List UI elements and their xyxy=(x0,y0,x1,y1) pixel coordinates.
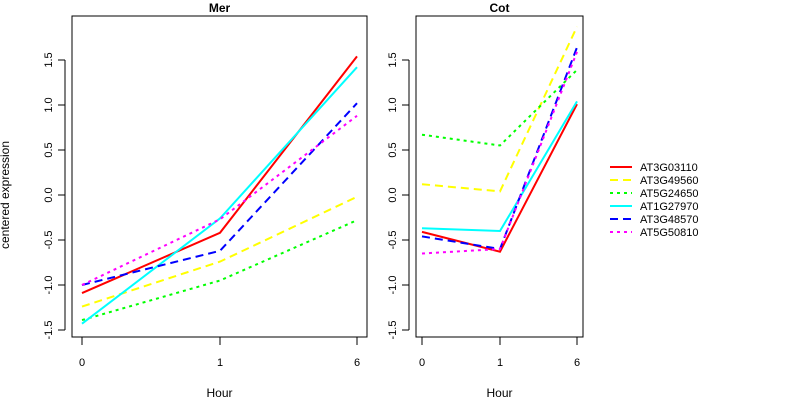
panel-cot: Cot -1.5 -1.0 -0.5 0.0 0.5 1.0 1.5 0 1 6 Hour xyxy=(387,1,584,400)
panel-mer: Mer -1.5 -1.0 -0.5 0.0 0.5 1.0 1.5 0 1 6 Hour xyxy=(43,1,368,400)
panels: Mer -1.5 -1.0 -0.5 0.0 0.5 1.0 1.5 0 1 6 Hour Cot -1.… xyxy=(43,1,584,400)
y-tick-label: 0.0 xyxy=(43,187,55,202)
series-line-at1g27970 xyxy=(81,66,358,325)
y-tick-label: -1.5 xyxy=(43,321,55,340)
plot-frame xyxy=(71,15,368,338)
y-tick-label: -1.5 xyxy=(387,321,399,340)
x-tick-label: 1 xyxy=(217,357,223,369)
series-line-at1g27970 xyxy=(421,100,578,233)
y-tick-label: -1.0 xyxy=(43,276,55,295)
x-tick-label: 6 xyxy=(574,357,580,369)
legend-item: AT3G48570 xyxy=(610,214,699,226)
legend-label: AT5G24650 xyxy=(640,188,699,200)
x-tick-label: 1 xyxy=(497,357,503,369)
series-line-at3g49560 xyxy=(81,195,358,308)
series-line-at3g49560 xyxy=(421,26,578,193)
y-tick-label: -0.5 xyxy=(43,231,55,250)
series-line-at3g48570 xyxy=(81,102,358,286)
series-line-at5g24650 xyxy=(81,219,358,322)
legend-item: AT3G49560 xyxy=(610,175,699,187)
y-tick-label: 1.0 xyxy=(43,97,55,112)
legend-item: AT3G03110 xyxy=(610,162,698,174)
legend: AT3G03110AT3G49560AT5G24650AT1G27970AT3G… xyxy=(610,162,699,239)
plot-frame xyxy=(415,15,584,338)
y-tick-label: 0.5 xyxy=(43,142,55,157)
panel-title: Cot xyxy=(490,1,510,15)
x-axis-label: Hour xyxy=(206,386,232,400)
legend-label: AT5G50810 xyxy=(640,227,699,239)
panel-title: Mer xyxy=(209,1,231,15)
x-tick-label: 0 xyxy=(419,357,425,369)
y-tick-label: 1.5 xyxy=(387,52,399,67)
y-tick-label: -1.0 xyxy=(387,276,399,295)
x-axis-label: Hour xyxy=(486,386,512,400)
y-tick-label: 0.0 xyxy=(387,187,399,202)
y-tick-label: 1.5 xyxy=(43,52,55,67)
legend-label: AT1G27970 xyxy=(640,201,699,213)
series-line-at3g03110 xyxy=(81,55,358,295)
series-line-at3g03110 xyxy=(421,103,578,253)
legend-label: AT3G48570 xyxy=(640,214,699,226)
legend-label: AT3G03110 xyxy=(640,162,698,174)
legend-item: AT1G27970 xyxy=(610,201,699,213)
y-tick-label: 0.5 xyxy=(387,142,399,157)
series-line-at5g50810 xyxy=(421,51,578,255)
x-tick-label: 6 xyxy=(354,357,360,369)
legend-item: AT5G24650 xyxy=(610,188,699,200)
y-tick-label: -0.5 xyxy=(387,231,399,250)
y-axis-label: centered expression xyxy=(0,141,12,249)
series-line-at5g24650 xyxy=(421,69,578,147)
y-tick-label: 1.0 xyxy=(387,97,399,112)
series-line-at5g50810 xyxy=(81,115,358,286)
x-tick-label: 0 xyxy=(79,357,85,369)
legend-label: AT3G49560 xyxy=(640,175,699,187)
legend-item: AT5G50810 xyxy=(610,227,699,239)
